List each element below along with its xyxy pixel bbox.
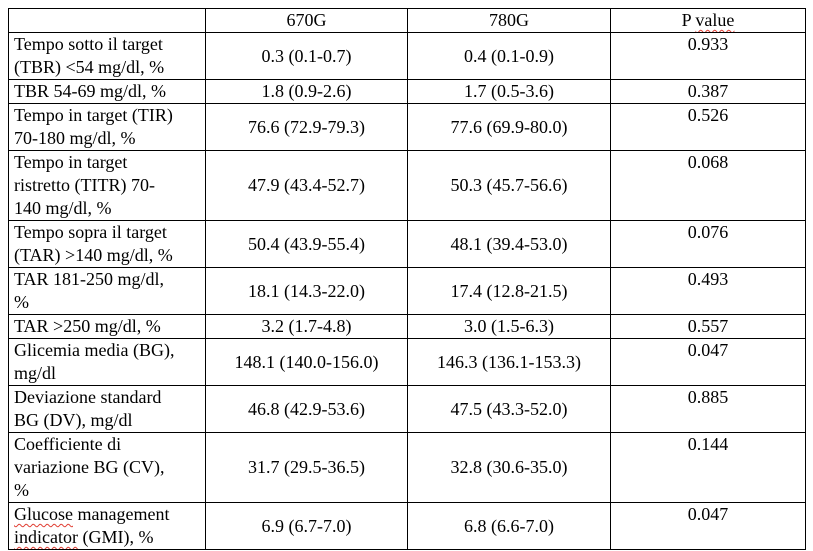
value-670g: 1.8 (0.9-2.6) bbox=[205, 79, 408, 104]
p-value: 0.526 bbox=[610, 103, 806, 151]
p-value: 0.068 bbox=[610, 150, 806, 221]
row-label: TBR 54-69 mg/dl, % bbox=[8, 79, 206, 104]
p-value: 0.076 bbox=[610, 220, 806, 268]
p-value: 0.493 bbox=[610, 267, 806, 315]
table-row: TAR >250 mg/dl, % 3.2 (1.7-4.8) 3.0 (1.5… bbox=[8, 314, 806, 339]
value-670g: 31.7 (29.5-36.5) bbox=[205, 432, 408, 503]
header-780g: 780G bbox=[407, 8, 611, 33]
value-670g: 46.8 (42.9-53.6) bbox=[205, 385, 408, 433]
value-780g: 146.3 (136.1-153.3) bbox=[407, 338, 611, 386]
table-row: Glucose management indicator (GMI), % 6.… bbox=[8, 502, 806, 550]
value-670g: 148.1 (140.0-156.0) bbox=[205, 338, 408, 386]
comparison-table: 670G 780G P value Tempo sotto il target … bbox=[8, 8, 806, 550]
value-670g: 3.2 (1.7-4.8) bbox=[205, 314, 408, 339]
table-row: Tempo in target ristretto (TITR) 70- 140… bbox=[8, 150, 806, 221]
row-label: Tempo sotto il target (TBR) <54 mg/dl, % bbox=[8, 32, 206, 80]
value-780g: 32.8 (30.6-35.0) bbox=[407, 432, 611, 503]
p-value: 0.144 bbox=[610, 432, 806, 503]
header-row: 670G 780G P value bbox=[8, 8, 806, 33]
row-label: TAR 181-250 mg/dl, % bbox=[8, 267, 206, 315]
row-label: Glicemia media (BG), mg/dl bbox=[8, 338, 206, 386]
table-row: Tempo sopra il target (TAR) >140 mg/dl, … bbox=[8, 220, 806, 268]
spellcheck-underline: value bbox=[695, 10, 735, 30]
header-670g: 670G bbox=[205, 8, 408, 33]
p-value: 0.047 bbox=[610, 338, 806, 386]
value-780g: 77.6 (69.9-80.0) bbox=[407, 103, 611, 151]
value-780g: 0.4 (0.1-0.9) bbox=[407, 32, 611, 80]
value-670g: 6.9 (6.7-7.0) bbox=[205, 502, 408, 550]
p-value: 0.933 bbox=[610, 32, 806, 80]
header-p-value: P value bbox=[610, 8, 806, 33]
row-label: Tempo in target (TIR) 70-180 mg/dl, % bbox=[8, 103, 206, 151]
p-value: 0.885 bbox=[610, 385, 806, 433]
row-label: Coefficiente di variazione BG (CV), % bbox=[8, 432, 206, 503]
row-label: TAR >250 mg/dl, % bbox=[8, 314, 206, 339]
row-label: Tempo in target ristretto (TITR) 70- 140… bbox=[8, 150, 206, 221]
value-670g: 76.6 (72.9-79.3) bbox=[205, 103, 408, 151]
value-780g: 17.4 (12.8-21.5) bbox=[407, 267, 611, 315]
table-row: Tempo in target (TIR) 70-180 mg/dl, % 76… bbox=[8, 103, 806, 151]
p-value: 0.047 bbox=[610, 502, 806, 550]
value-780g: 1.7 (0.5-3.6) bbox=[407, 79, 611, 104]
row-label: Glucose management indicator (GMI), % bbox=[8, 502, 206, 550]
document-page: 670G 780G P value Tempo sotto il target … bbox=[0, 8, 813, 551]
value-780g: 48.1 (39.4-53.0) bbox=[407, 220, 611, 268]
value-780g: 3.0 (1.5-6.3) bbox=[407, 314, 611, 339]
value-670g: 18.1 (14.3-22.0) bbox=[205, 267, 408, 315]
table-row: Deviazione standard BG (DV), mg/dl 46.8 … bbox=[8, 385, 806, 433]
table-row: TAR 181-250 mg/dl, % 18.1 (14.3-22.0) 17… bbox=[8, 267, 806, 315]
spellcheck-underline: Glucose bbox=[14, 504, 73, 524]
table-row: Tempo sotto il target (TBR) <54 mg/dl, %… bbox=[8, 32, 806, 80]
value-670g: 47.9 (43.4-52.7) bbox=[205, 150, 408, 221]
table-body: Tempo sotto il target (TBR) <54 mg/dl, %… bbox=[8, 32, 806, 550]
p-value: 0.557 bbox=[610, 314, 806, 339]
table-row: Coefficiente di variazione BG (CV), % 31… bbox=[8, 432, 806, 503]
spellcheck-underline: indicator bbox=[14, 527, 78, 547]
value-670g: 0.3 (0.1-0.7) bbox=[205, 32, 408, 80]
row-label: Tempo sopra il target (TAR) >140 mg/dl, … bbox=[8, 220, 206, 268]
table-row: Glicemia media (BG), mg/dl 148.1 (140.0-… bbox=[8, 338, 806, 386]
value-780g: 50.3 (45.7-56.6) bbox=[407, 150, 611, 221]
value-670g: 50.4 (43.9-55.4) bbox=[205, 220, 408, 268]
header-empty-cell bbox=[8, 8, 206, 33]
row-label: Deviazione standard BG (DV), mg/dl bbox=[8, 385, 206, 433]
p-value: 0.387 bbox=[610, 79, 806, 104]
table-row: TBR 54-69 mg/dl, % 1.8 (0.9-2.6) 1.7 (0.… bbox=[8, 79, 806, 104]
value-780g: 47.5 (43.3-52.0) bbox=[407, 385, 611, 433]
value-780g: 6.8 (6.6-7.0) bbox=[407, 502, 611, 550]
